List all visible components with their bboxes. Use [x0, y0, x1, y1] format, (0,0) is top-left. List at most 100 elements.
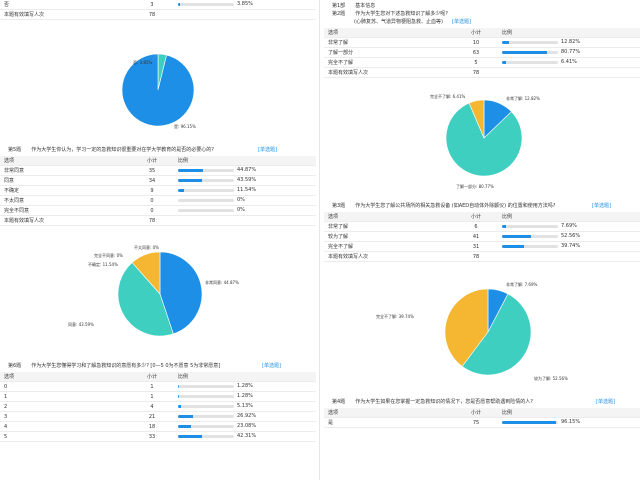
- q5-title: 第5题 作为大学生你认为，学习一定的急救知识很重要对在学大学教育的是否的必要心的?…: [0, 144, 316, 156]
- question-number: 第3题: [332, 203, 346, 209]
- ratio-bar-fill: [178, 168, 204, 172]
- total-label: 本题有效填写人次: [324, 67, 454, 78]
- table-row: 是 75 96.15%: [324, 417, 640, 428]
- option-percent: 23.08%: [237, 423, 257, 430]
- option-ratio: 6.41%: [498, 57, 640, 68]
- header-count: 小计: [130, 156, 174, 166]
- question-type-tag: [单选题]: [596, 399, 615, 405]
- ratio-bar-fill: [502, 244, 525, 248]
- option-count: 0: [130, 205, 174, 216]
- option-percent: 52.56%: [561, 233, 581, 240]
- option-label: 是: [324, 417, 454, 428]
- column-divider: [319, 0, 320, 480]
- ratio-bar-fill: [502, 40, 510, 44]
- option-label: 0: [0, 381, 130, 392]
- table-row: 不太同意 0 0%: [0, 195, 316, 206]
- table-row: 完全不了解 31 39.74%: [324, 241, 640, 252]
- table-row: 0 1 1.28%: [0, 381, 316, 392]
- option-count: 63: [454, 47, 498, 58]
- option-count: 21: [130, 411, 174, 422]
- leader-line: [149, 53, 159, 63]
- option-percent: 3.85%: [237, 1, 253, 8]
- q3-pie-chart: 非常了解: 7.69% 较为了解: 52.56% 完全不了解: 39.74%: [376, 281, 568, 381]
- header-option: 选项: [0, 156, 130, 166]
- table-row: 非常了解 10 12.82%: [324, 37, 640, 48]
- pie-label: 了解一部分: 80.77%: [456, 183, 494, 189]
- question-number: 第2题: [332, 11, 346, 17]
- option-percent: 39.74%: [561, 243, 581, 250]
- ratio-bar: [178, 2, 234, 6]
- q6-title: 第6题 作为大学生您懂得学习和了解急救知识的意愿有多少? [0—5 0为不愿意 5…: [0, 360, 316, 372]
- option-count: 5: [454, 57, 498, 68]
- option-percent: 11.54%: [237, 187, 257, 194]
- left-column: 否 3 3.85% 本题有效填写人次 78 否: 3.85% 是: 96.15%…: [0, 0, 316, 480]
- option-count: 4: [130, 401, 174, 412]
- pie-label: 完全不同意: 0%: [94, 252, 123, 258]
- pie-slice-1: [461, 293, 532, 376]
- header-count: 小计: [454, 408, 498, 418]
- total-count: 78: [130, 9, 174, 20]
- empty-cell: [174, 215, 316, 226]
- option-percent: 6.41%: [561, 59, 577, 66]
- ratio-bar: [178, 404, 234, 408]
- header-count: 小计: [454, 212, 498, 222]
- option-label: 5: [0, 431, 130, 442]
- pie-label-no: 否: 3.85%: [133, 60, 153, 65]
- option-ratio: 7.69%: [498, 221, 640, 232]
- question-text: 作为大学生您了解公共场所的相关急救设备 (如AED自动体外除颤仪) 的位置和使用…: [355, 203, 556, 209]
- option-percent: 7.69%: [561, 223, 577, 230]
- option-ratio: 1.28%: [174, 391, 316, 402]
- ratio-bar-fill: [502, 60, 506, 64]
- ratio-bar: [502, 420, 558, 424]
- table-row: 同意 34 43.59%: [0, 175, 316, 186]
- option-label: 完全不了解: [324, 241, 454, 252]
- empty-cell: [498, 67, 640, 78]
- option-ratio: 0%: [174, 205, 316, 216]
- option-ratio: 52.56%: [498, 231, 640, 242]
- question-text: 作为大学生您对下述急救知识了解多少呢?: [355, 11, 448, 17]
- question-type-tag: [单选题]: [452, 19, 471, 25]
- pie-group: [445, 99, 523, 177]
- option-label: 3: [0, 411, 130, 422]
- header-count: 小计: [130, 372, 174, 382]
- option-ratio: 39.74%: [498, 241, 640, 252]
- ratio-bar: [178, 434, 234, 438]
- ratio-bar-fill: [178, 384, 179, 388]
- pie-label: 非常同意: 44.87%: [205, 279, 239, 285]
- ratio-bar: [178, 384, 234, 388]
- table-row: 非常同意 35 44.87%: [0, 165, 316, 176]
- ratio-bar: [178, 414, 234, 418]
- q2-title: 第2题 作为大学生您对下述急救知识了解多少呢?: [324, 10, 640, 18]
- total-label: 本题有效填写人次: [0, 215, 130, 226]
- option-count: 0: [130, 195, 174, 206]
- header-option: 选项: [324, 28, 454, 38]
- table-row: 1 1 1.28%: [0, 391, 316, 402]
- table-row: 了解一部分 63 80.77%: [324, 47, 640, 58]
- pie-group: [117, 251, 203, 337]
- option-percent: 5.13%: [237, 403, 253, 410]
- q2-subtitle: (心肺复苏、气道异物梗阻急救、止血等) [单选题]: [324, 18, 640, 26]
- option-percent: 43.59%: [237, 177, 257, 184]
- table-row: 否 3 3.85%: [0, 0, 316, 10]
- pie-slice-1: [121, 53, 195, 127]
- option-label: 较为了解: [324, 231, 454, 242]
- empty-cell: [498, 251, 640, 262]
- option-percent: 12.82%: [561, 39, 581, 46]
- option-label: 完全不了解: [324, 57, 454, 68]
- table-row: 本题有效填写人次 78: [0, 9, 316, 20]
- ratio-bar-fill: [178, 414, 194, 418]
- total-count: 78: [130, 215, 174, 226]
- option-ratio: 1.28%: [174, 381, 316, 392]
- ratio-bar: [178, 198, 234, 202]
- option-count: 6: [454, 221, 498, 232]
- ratio-bar: [178, 178, 234, 182]
- ratio-bar: [178, 424, 234, 428]
- question-type-tag: [单选题]: [592, 203, 611, 209]
- option-percent: 1.28%: [237, 393, 253, 400]
- question-text: 作为大学生你认为，学习一定的急救知识很重要对在学大学教育的是否的必要心的?: [31, 147, 214, 153]
- header-ratio: 比例: [498, 408, 640, 418]
- option-ratio: 42.31%: [174, 431, 316, 442]
- option-percent: 26.92%: [237, 413, 257, 420]
- pie-slice-2: [468, 99, 485, 139]
- table-row: 3 21 26.92%: [0, 411, 316, 422]
